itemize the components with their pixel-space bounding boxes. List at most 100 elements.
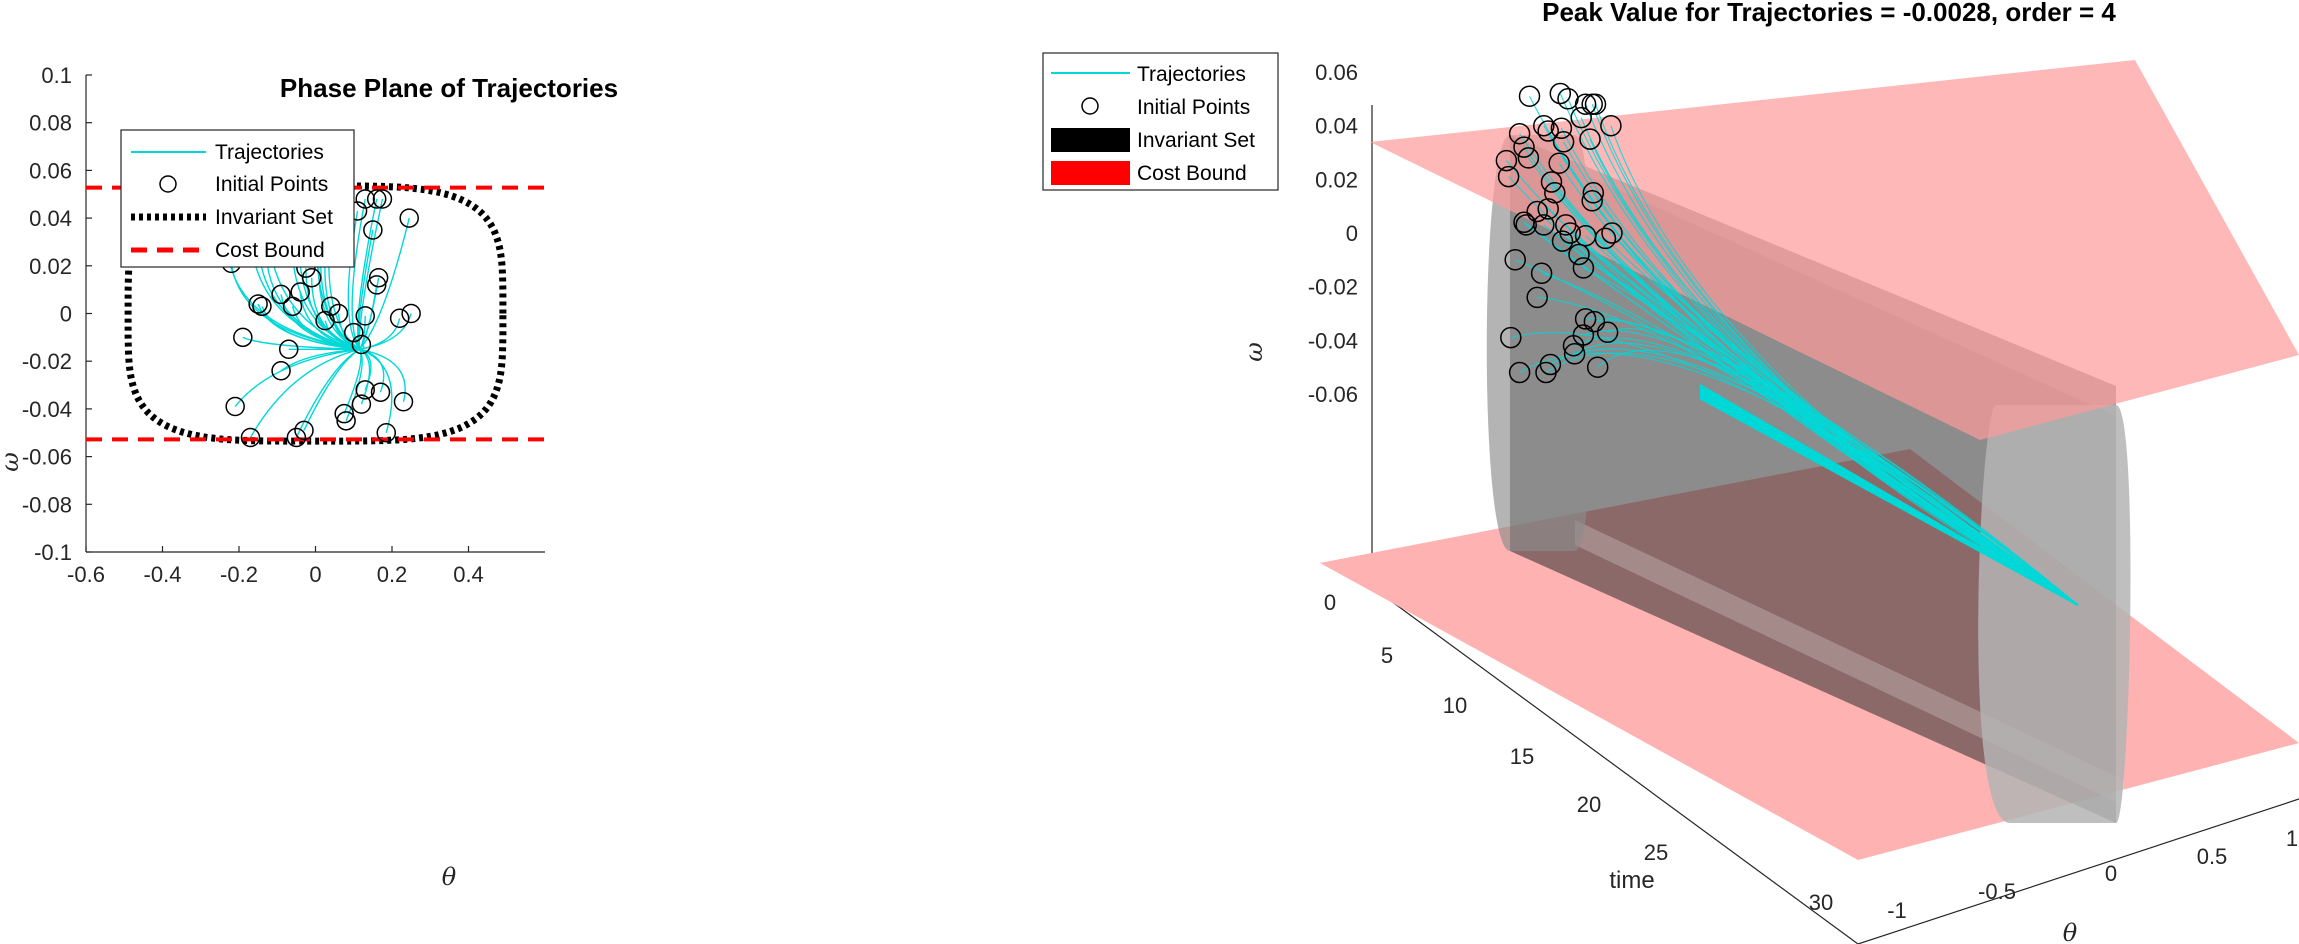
left-x-tick-label: 0 — [309, 562, 321, 587]
initial-point-marker — [271, 360, 291, 381]
initial-point-marker-3d — [1600, 114, 1622, 137]
right-tick-labels: -0.06-0.04-0.0200.020.040.06051015202530… — [1308, 60, 2298, 923]
right-legend-initial-points: Initial Points — [1137, 96, 1250, 119]
right-initial-points — [1495, 82, 1623, 384]
right-theta-tick-label: -0.5 — [1978, 879, 2016, 904]
initial-point-marker — [321, 296, 341, 317]
initial-point-marker — [393, 391, 414, 412]
initial-point-marker — [370, 382, 391, 402]
initial-point-marker-3d — [1515, 214, 1537, 236]
initial-point-marker — [376, 423, 397, 443]
initial-point-marker-3d — [1544, 182, 1566, 204]
initial-point-marker-3d — [1550, 117, 1573, 140]
left-y-tick-label: 0.06 — [29, 158, 72, 183]
invariant-set-curve — [124, 182, 507, 445]
left-axes — [85, 74, 545, 553]
initial-point-marker — [336, 411, 356, 431]
initial-point-marker — [389, 308, 410, 329]
left-invariant-set — [124, 182, 507, 445]
initial-point-marker-3d — [1594, 227, 1617, 250]
initial-point-marker-3d — [1601, 222, 1623, 244]
upper-cost-bound-plane — [1370, 60, 2299, 440]
right-time-tick-label: 0 — [1324, 590, 1336, 615]
initial-point-marker — [366, 189, 387, 209]
right-legend-invariant-set: Invariant Set — [1137, 129, 1255, 152]
trajectory-line — [280, 348, 360, 372]
initial-point-marker-3d — [1517, 147, 1540, 169]
trajectory-line — [291, 306, 360, 350]
left-y-tick-label: 0.04 — [29, 206, 72, 231]
right-time-tick-label: 20 — [1577, 792, 1601, 817]
invariant-set-swatch-icon — [1051, 128, 1130, 152]
left-legend-initial-points: Initial Points — [215, 173, 328, 196]
initial-point-marker — [355, 306, 375, 326]
initial-point-marker-3d — [1526, 286, 1548, 309]
initial-point-marker-3d — [1504, 249, 1526, 271]
initial-point-marker-3d — [1552, 131, 1575, 153]
initial-point-marker-3d — [1533, 214, 1555, 236]
trajectory-line-3d — [1585, 235, 2079, 606]
right-z-axis-label: ω — [1240, 342, 1268, 362]
left-y-tick-label: 0.08 — [29, 111, 72, 136]
initial-point-marker — [271, 284, 291, 305]
left-y-tick-label: -0.1 — [34, 540, 72, 565]
initial-point-marker — [278, 339, 299, 360]
initial-point-marker-3d — [1581, 190, 1603, 212]
trajectory-line — [234, 348, 360, 407]
trajectory-line — [358, 217, 410, 350]
initial-point-marker — [301, 267, 322, 288]
right-chart-title: Peak Value for Trajectories = -0.0028, o… — [1542, 0, 2116, 27]
left-x-tick-label: 0.2 — [377, 562, 408, 587]
initial-point-marker-3d — [1537, 120, 1559, 142]
initial-point-marker-3d — [1583, 310, 1606, 333]
right-trajectories — [1505, 93, 2079, 606]
left-legend: Trajectories Initial Points Invariant Se… — [120, 129, 355, 268]
initial-point-marker — [328, 303, 349, 324]
left-legend-trajectories: Trajectories — [215, 141, 324, 164]
initial-point-marker-3d — [1586, 356, 1609, 378]
initial-point-marker — [372, 189, 393, 209]
left-legend-cost-bound: Cost Bound — [215, 239, 325, 262]
trajectory-line — [358, 198, 384, 350]
trajectory-line-3d — [1597, 349, 2079, 606]
initial-point-marker — [366, 275, 387, 295]
initial-point-marker-3d — [1572, 257, 1595, 279]
initial-point-marker-3d — [1508, 361, 1531, 384]
initial-point-marker — [334, 403, 354, 424]
trajectory-line — [359, 348, 406, 402]
initial-point-marker — [233, 327, 253, 348]
trajectory-line-3d — [1611, 232, 2079, 606]
initial-point-marker — [294, 420, 314, 441]
initial-point-marker — [355, 380, 375, 400]
trajectory-line — [359, 348, 393, 433]
right-theta-tick-label: -1 — [1887, 898, 1907, 923]
initial-point-marker-3d — [1513, 136, 1535, 158]
initial-point-marker-3d — [1495, 149, 1518, 172]
initial-point-marker — [401, 303, 421, 324]
initial-point-marker-3d — [1574, 93, 1597, 115]
initial-point-marker-3d — [1579, 128, 1601, 150]
trajectory-line-3d — [1573, 337, 2079, 606]
trajectory-line — [310, 277, 360, 350]
left-y-axis-label: ω — [0, 452, 24, 472]
left-chart-title: Phase Plane of Trajectories — [280, 73, 618, 103]
right-z-tick-label: -0.02 — [1308, 275, 1358, 300]
trajectory-line — [249, 348, 360, 438]
trajectory-line — [343, 348, 362, 414]
initial-point-marker-3d — [1574, 308, 1597, 330]
right-time-tick-label: 25 — [1644, 840, 1668, 865]
trajectory-line — [303, 348, 360, 431]
initial-point-marker-3d — [1551, 230, 1574, 252]
initial-point-marker-3d — [1540, 171, 1563, 193]
right-legend-cost-bound: Cost Bound — [1137, 162, 1247, 185]
circle-marker-icon — [159, 175, 177, 193]
trajectory-line — [305, 268, 360, 350]
trajectory-3d-panel: Peak Value for Trajectories = -0.0028, o… — [1042, 0, 2299, 944]
right-theta-tick-label: 0.5 — [2197, 844, 2228, 869]
initial-point-marker-3d — [1548, 152, 1570, 174]
right-legend: Trajectories Initial Points Invariant Se… — [1042, 52, 1279, 191]
right-z-tick-label: 0.02 — [1315, 167, 1358, 192]
initial-point-marker — [225, 396, 245, 417]
left-y-tick-label: -0.04 — [22, 397, 72, 422]
trajectory-line-3d — [1559, 93, 2079, 606]
